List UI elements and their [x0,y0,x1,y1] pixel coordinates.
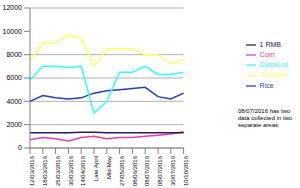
svg-text:10/10/2016: 10/10/2016 [183,155,189,186]
html-text:Corn: Corn [259,51,275,59]
svg-text:08/07/2016: 08/07/2016 [144,155,150,186]
svg-text:12/03/2016: 12/03/2016 [29,155,35,186]
svg-text:08/06/2016: 08/06/2016 [132,155,138,186]
svg-text:4000: 4000 [8,98,22,105]
svg-text:Late April: Late April [93,156,99,181]
html-text:Diesel oil: Diesel oil [259,61,288,69]
svg-text:10000: 10000 [8,28,22,35]
svg-text:14/04/2016: 14/04/2016 [80,155,86,186]
html-text:1 RMB: 1 RMB [259,41,281,48]
html-text:Gasoline: Gasoline [259,71,288,79]
svg-text:30/07/2016: 30/07/2016 [170,155,176,186]
html-text:08/07/2016 has two data collec: 08/07/2016 has two data collected in two… [238,108,293,128]
html-text:Rice: Rice [259,81,274,89]
svg-text:6000: 6000 [8,74,22,81]
svg-text:08/07/2016: 08/07/2016 [157,155,163,186]
svg-text:8000: 8000 [8,51,22,58]
svg-text:12000: 12000 [8,4,22,11]
svg-text:30/03/2016: 30/03/2016 [68,155,74,186]
svg-text:0: 0 [18,144,22,151]
svg-text:18/03/2016: 18/03/2016 [42,155,48,186]
svg-text:2000: 2000 [8,121,22,128]
svg-text:27/05/2016: 27/05/2016 [119,155,125,186]
svg-text:25/03/2016: 25/03/2016 [55,155,61,186]
svg-text:Mid-May: Mid-May [106,156,112,179]
